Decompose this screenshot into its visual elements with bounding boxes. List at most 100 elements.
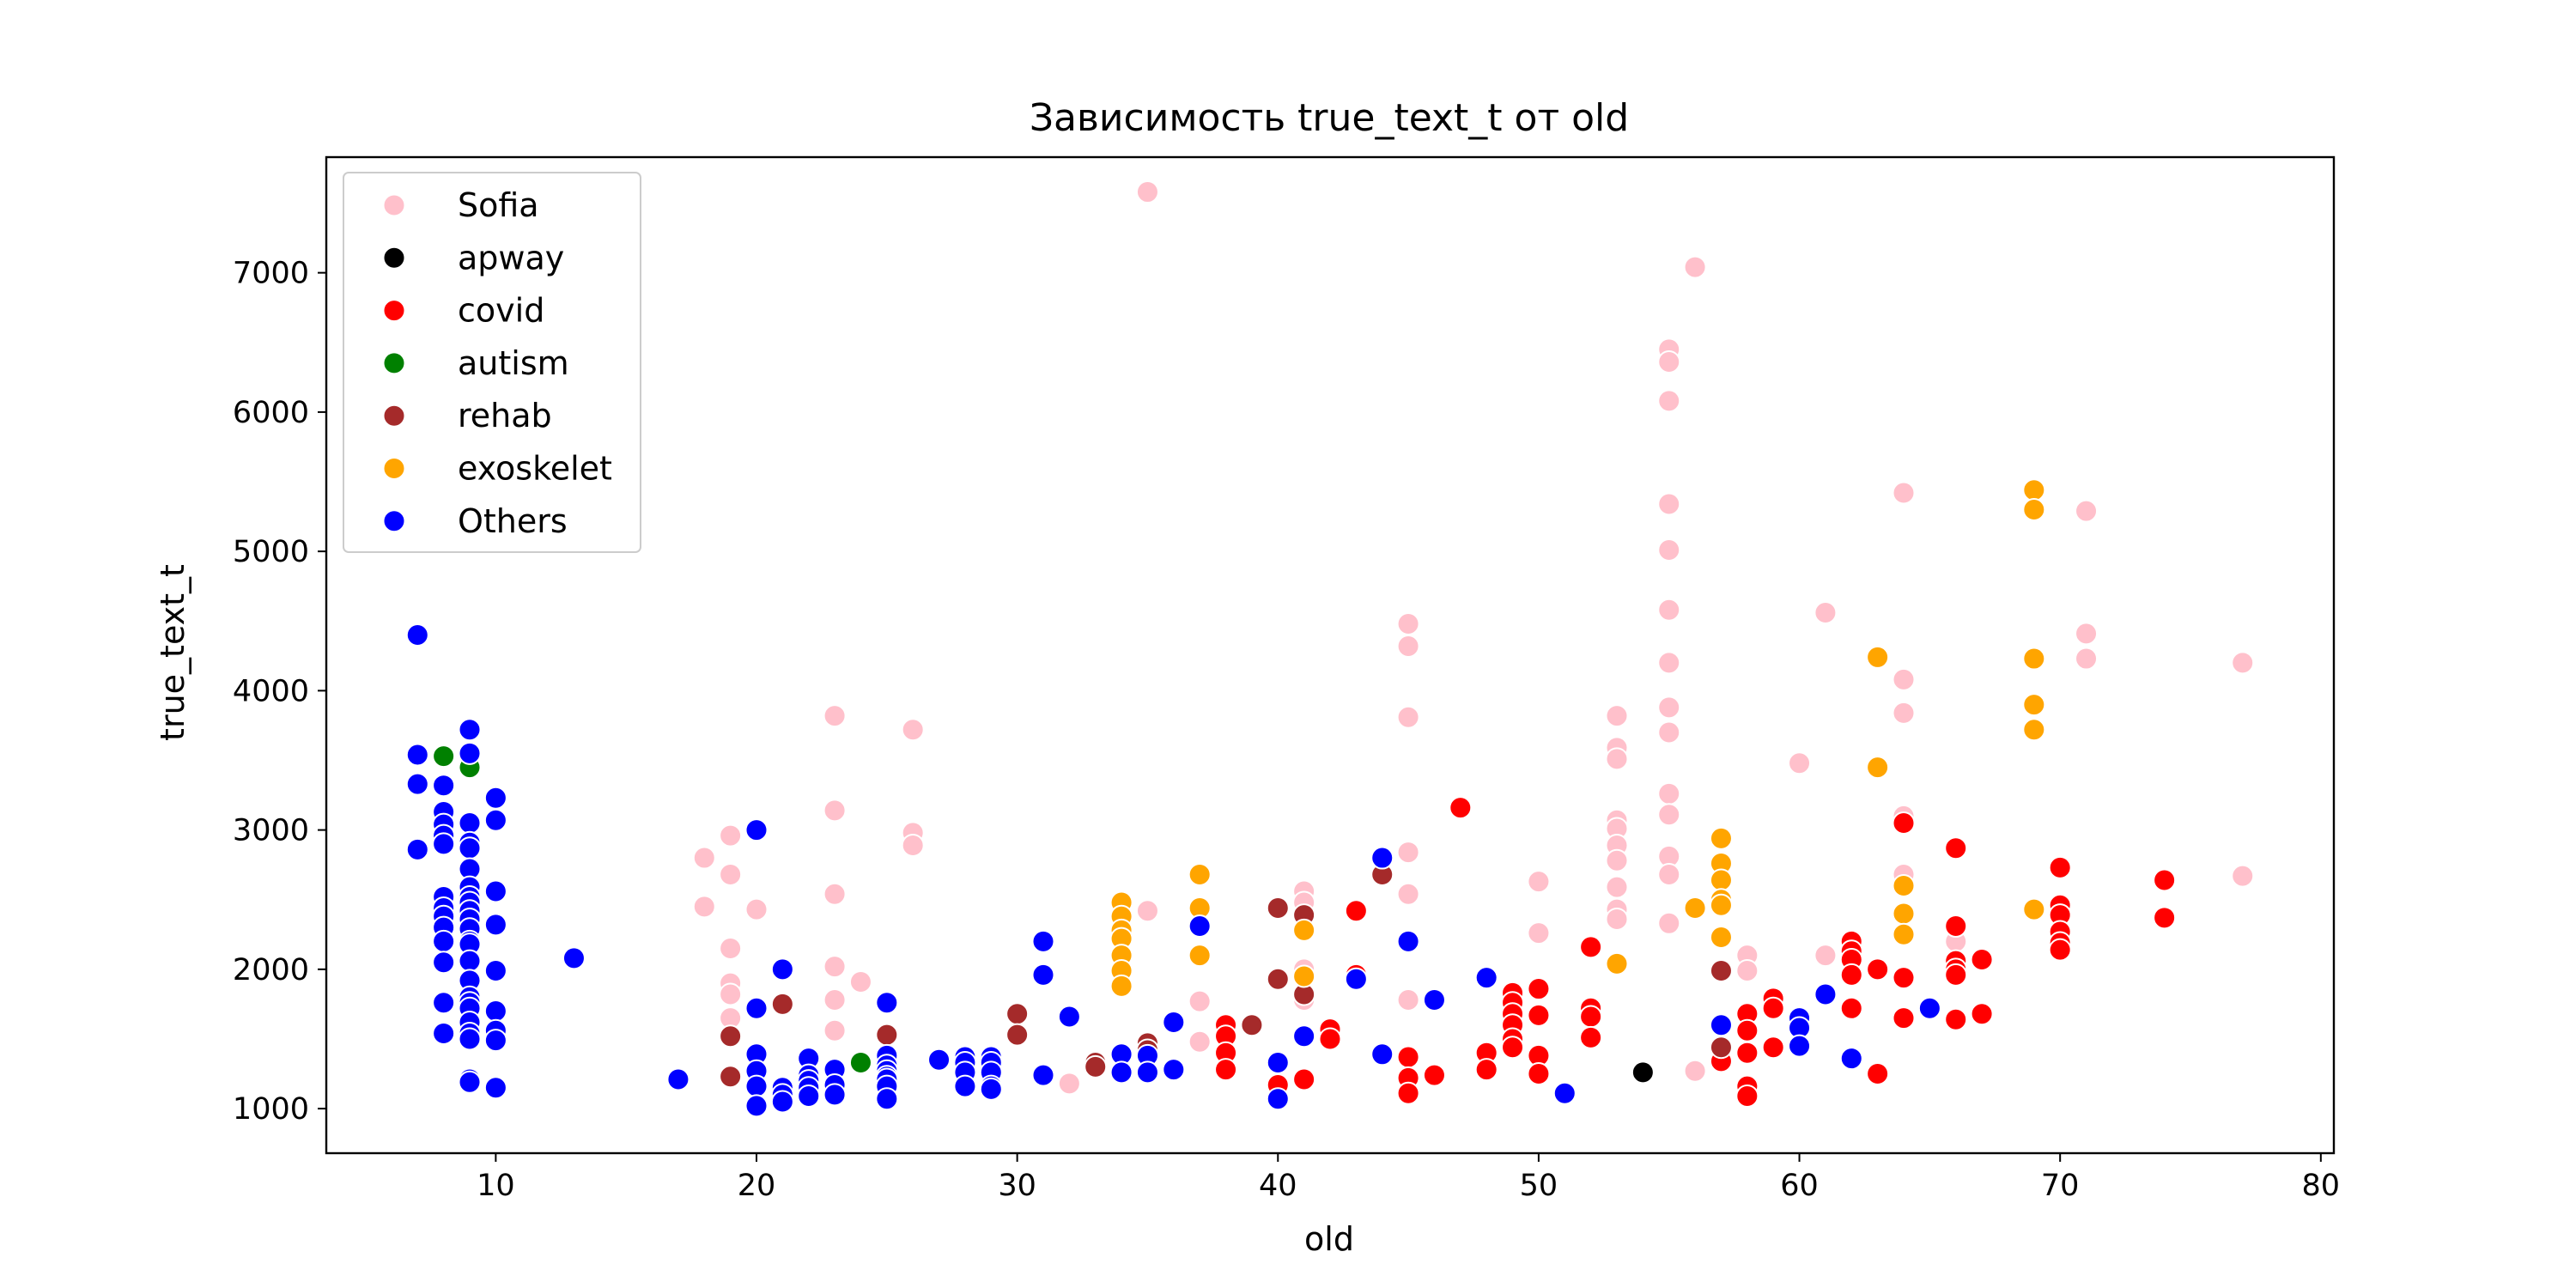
data-point-others	[483, 1076, 507, 1100]
data-point-sofia	[1396, 988, 1420, 1012]
data-point-others	[1292, 1024, 1316, 1048]
legend-label-autism: autism	[458, 344, 569, 382]
data-point-exoskelet	[1292, 964, 1316, 988]
data-point-exoskelet	[1892, 902, 1916, 926]
data-point-others	[875, 1087, 899, 1111]
data-point-others	[1031, 929, 1055, 953]
data-point-others	[1788, 1034, 1812, 1058]
data-point-covid	[1422, 1063, 1446, 1087]
data-point-sofia	[1188, 1030, 1212, 1054]
data-point-others	[405, 623, 429, 647]
data-point-others	[744, 996, 769, 1020]
data-point-others	[744, 1094, 769, 1118]
y-tick-label: 4000	[233, 674, 309, 708]
data-point-covid	[1866, 957, 1890, 981]
y-tick-label: 2000	[233, 953, 309, 987]
data-point-others	[1031, 1063, 1055, 1087]
data-point-sofia	[744, 897, 769, 921]
data-point-covid	[1579, 935, 1603, 959]
data-point-others	[1422, 988, 1446, 1012]
y-tick-label: 3000	[233, 814, 309, 848]
data-point-covid	[1501, 1036, 1525, 1060]
data-point-covid	[1527, 1003, 1551, 1027]
data-point-sofia	[2231, 864, 2255, 888]
data-point-sofia	[1396, 611, 1420, 635]
data-point-sofia	[1657, 911, 1681, 935]
data-point-covid	[2153, 868, 2177, 892]
data-point-others	[875, 991, 899, 1015]
data-point-others	[458, 949, 482, 973]
x-tick-label: 20	[738, 1169, 776, 1203]
data-point-exoskelet	[1709, 826, 1733, 850]
data-point-others	[979, 1077, 1003, 1101]
x-tick-label: 80	[2302, 1169, 2341, 1203]
data-point-sofia	[1605, 704, 1629, 728]
data-point-covid	[1474, 1058, 1498, 1082]
data-point-covid	[1527, 1062, 1551, 1086]
data-point-exoskelet	[1292, 918, 1316, 942]
data-point-covid	[1970, 1002, 1994, 1026]
data-point-covid	[1892, 966, 1916, 990]
data-point-sofia	[2075, 622, 2099, 646]
data-point-sofia	[1057, 1072, 1081, 1096]
data-point-covid	[1396, 1081, 1420, 1105]
data-point-others	[770, 1090, 794, 1114]
data-point-others	[1266, 1051, 1290, 1075]
data-point-covid	[1396, 1045, 1420, 1069]
data-point-others	[458, 1027, 482, 1051]
data-point-exoskelet	[1892, 922, 1916, 946]
data-point-covid	[1944, 1007, 1968, 1031]
data-point-exoskelet	[1188, 944, 1212, 968]
data-point-others	[405, 837, 429, 861]
data-point-apway	[1631, 1060, 1655, 1084]
data-point-covid	[2153, 906, 2177, 930]
data-point-others	[432, 832, 456, 856]
legend-marker-autism	[382, 351, 406, 375]
data-point-others	[483, 786, 507, 810]
data-point-covid	[1579, 1025, 1603, 1049]
data-point-sofia	[1657, 803, 1681, 827]
data-point-exoskelet	[1605, 951, 1629, 975]
data-point-covid	[1735, 1018, 1759, 1042]
data-point-sofia	[1527, 870, 1551, 894]
data-point-rehab	[719, 1065, 743, 1089]
data-point-covid	[1892, 811, 1916, 835]
data-point-covid	[1214, 1058, 1238, 1082]
y-tick-label: 7000	[233, 257, 309, 291]
data-point-sofia	[1605, 907, 1629, 931]
data-point-sofia	[692, 895, 716, 919]
data-point-sofia	[1657, 651, 1681, 675]
data-point-others	[432, 951, 456, 975]
data-point-sofia	[1892, 667, 1916, 691]
x-tick-label: 60	[1780, 1169, 1819, 1203]
data-point-exoskelet	[1683, 896, 1707, 920]
data-point-sofia	[1814, 601, 1838, 625]
data-point-others	[432, 929, 456, 953]
data-point-sofia	[2075, 647, 2099, 671]
data-point-others	[458, 718, 482, 742]
legend-label-apway: apway	[458, 239, 564, 276]
data-point-others	[823, 1083, 847, 1107]
data-point-sofia	[1396, 882, 1420, 906]
x-tick-label: 50	[1520, 1169, 1558, 1203]
data-point-others	[1057, 1005, 1081, 1029]
data-point-others	[1839, 1047, 1863, 1071]
x-tick-label: 10	[477, 1169, 515, 1203]
data-point-others	[458, 811, 482, 835]
data-point-others	[1188, 914, 1212, 939]
data-point-sofia	[1735, 958, 1759, 982]
data-point-rehab	[1266, 967, 1290, 991]
data-point-covid	[1344, 899, 1368, 923]
data-point-exoskelet	[1188, 863, 1212, 887]
legend-marker-rehab	[382, 404, 406, 428]
data-point-covid	[1761, 1036, 1785, 1060]
data-point-covid	[1839, 963, 1863, 987]
data-point-sofia	[692, 846, 716, 870]
data-point-others	[1814, 982, 1838, 1006]
data-point-others	[483, 879, 507, 903]
data-point-covid	[1892, 1006, 1916, 1030]
data-point-rehab	[1709, 1036, 1733, 1060]
data-point-others	[483, 808, 507, 832]
data-point-exoskelet	[1866, 756, 1890, 780]
data-point-sofia	[823, 799, 847, 823]
